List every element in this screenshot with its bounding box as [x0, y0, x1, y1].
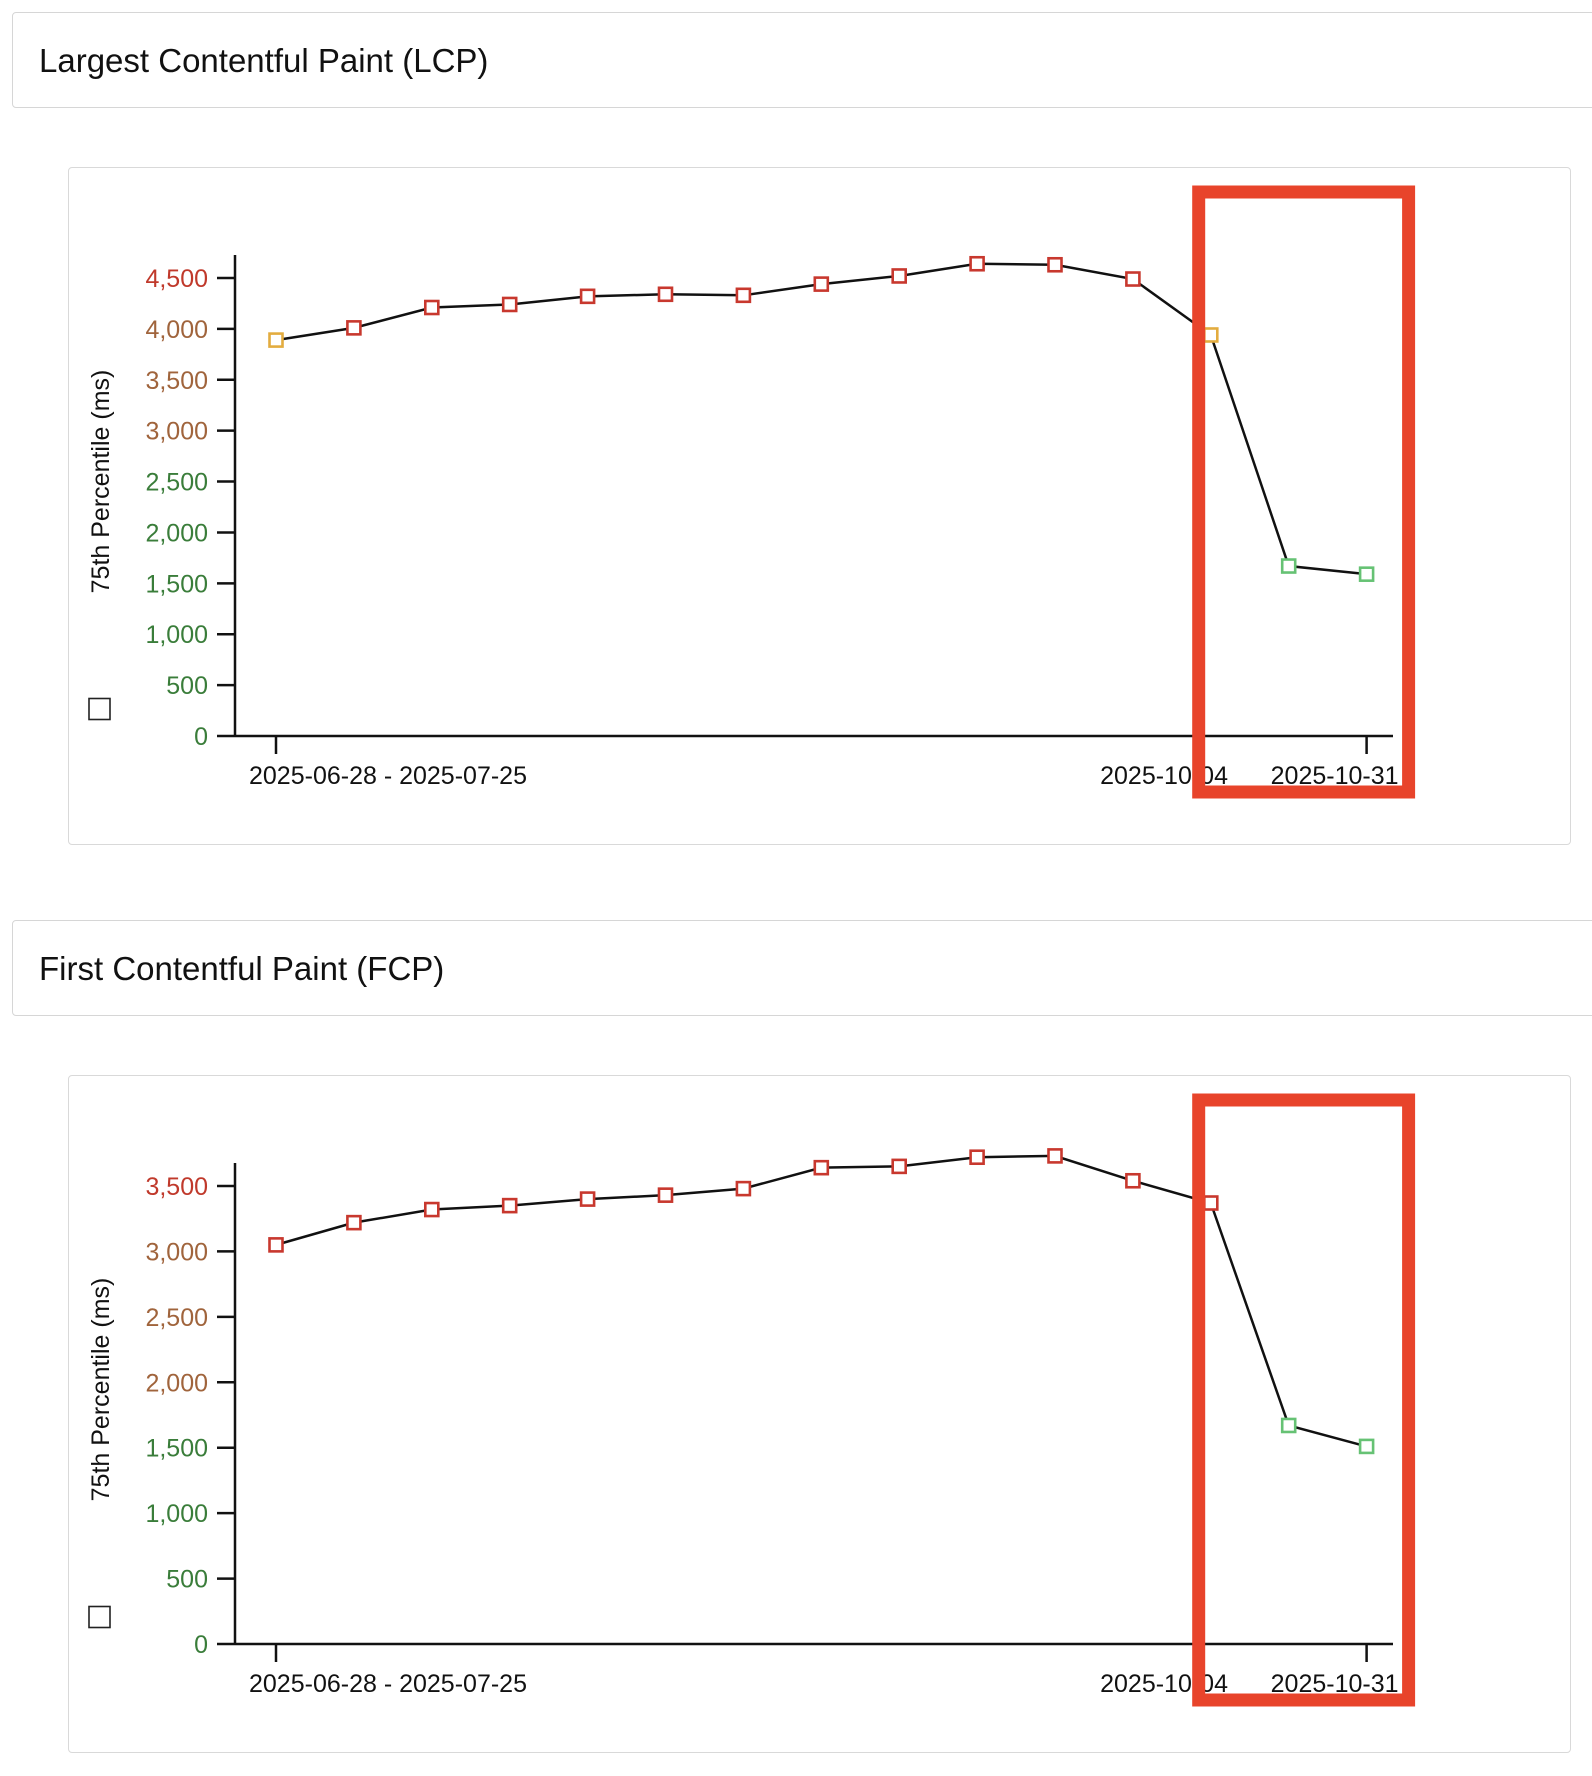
- fcp-data-point[interactable]: [1047, 1148, 1063, 1164]
- fcp-section-header: First Contentful Paint (FCP): [12, 920, 1592, 1016]
- lcp-y-axis-title: 75th Percentile (ms): [87, 370, 115, 594]
- lcp-y-axis-title-group: 75th Percentile (ms): [87, 370, 115, 721]
- lcp-data-point[interactable]: [423, 299, 440, 316]
- fcp-y-tick-label: 2,000: [145, 1369, 208, 1397]
- fcp-y-tick-label: 1,000: [145, 1500, 208, 1528]
- lcp-x-tick-label: 2025-10-31: [1271, 762, 1399, 790]
- fcp-data-point[interactable]: [969, 1149, 985, 1166]
- lcp-data-point[interactable]: [735, 287, 752, 304]
- fcp-legend-checkbox-icon[interactable]: [88, 1605, 111, 1629]
- fcp-data-point[interactable]: [579, 1191, 596, 1207]
- fcp-y-tick-label: 0: [194, 1631, 208, 1659]
- lcp-data-point[interactable]: [1280, 558, 1297, 574]
- fcp-chart-card: 0 500 1,000 1,500 2,000 2,500 3,000 3,500 75th P…: [68, 1075, 1571, 1753]
- lcp-data-point[interactable]: [813, 276, 830, 292]
- lcp-data-point[interactable]: [657, 286, 674, 303]
- fcp-data-point[interactable]: [268, 1237, 284, 1253]
- fcp-data-point[interactable]: [657, 1187, 674, 1203]
- fcp-data-point[interactable]: [423, 1201, 440, 1218]
- fcp-y-axis-title: 75th Percentile (ms): [87, 1278, 115, 1502]
- lcp-y-tick-label: 1,000: [145, 621, 208, 649]
- lcp-chart-card: 0 500 1,000 1,500 2,000 2,500 3,000 3,500 4,000 4…: [68, 167, 1571, 845]
- fcp-highlight-box: [1192, 1093, 1416, 1707]
- fcp-data-point[interactable]: [891, 1158, 908, 1175]
- lcp-data-point[interactable]: [1203, 327, 1219, 343]
- fcp-data-point[interactable]: [1125, 1172, 1141, 1189]
- fcp-data-point[interactable]: [1280, 1417, 1297, 1434]
- fcp-y-tick-label: 3,000: [145, 1238, 208, 1266]
- lcp-y-tick-label: 1,500: [145, 570, 208, 598]
- fcp-chart: 0 500 1,000 1,500 2,000 2,500 3,000 3,500 75th P…: [87, 1093, 1416, 1707]
- fcp-data-point[interactable]: [1203, 1195, 1219, 1211]
- lcp-y-tick-label: 2,500: [145, 469, 208, 497]
- lcp-y-tick-label: 3,500: [145, 367, 208, 395]
- fcp-y-tick-label: 2,500: [145, 1304, 208, 1332]
- lcp-y-tick-label: 0: [194, 723, 208, 751]
- fcp-x-tick-label: 2025-10-04: [1100, 1670, 1228, 1698]
- lcp-data-point[interactable]: [969, 255, 985, 272]
- fcp-y-tick-label: 1,500: [145, 1435, 208, 1463]
- lcp-y-tick-label: 3,000: [145, 418, 208, 446]
- lcp-data-point[interactable]: [501, 296, 518, 313]
- fcp-section-title: First Contentful Paint (FCP): [39, 950, 445, 987]
- lcp-x-tick-label: 2025-10-04: [1100, 762, 1228, 790]
- fcp-data-point[interactable]: [346, 1214, 362, 1231]
- lcp-highlight-box: [1192, 185, 1416, 799]
- lcp-data-point[interactable]: [268, 332, 284, 348]
- fcp-x-tick-label: 2025-10-31: [1271, 1670, 1399, 1698]
- lcp-chart: 0 500 1,000 1,500 2,000 2,500 3,000 3,500 4,000 4…: [87, 185, 1416, 799]
- fcp-y-tick-label: 3,500: [145, 1173, 208, 1201]
- lcp-data-point[interactable]: [891, 268, 908, 284]
- lcp-data-point[interactable]: [346, 320, 362, 336]
- lcp-y-tick-label: 2,000: [145, 519, 208, 547]
- fcp-y-axis-title-group: 75th Percentile (ms): [87, 1278, 115, 1629]
- lcp-section-title: Largest Contentful Paint (LCP): [39, 42, 489, 79]
- fcp-data-point[interactable]: [735, 1180, 752, 1197]
- lcp-data-point[interactable]: [1358, 566, 1375, 582]
- lcp-section-header: Largest Contentful Paint (LCP): [12, 12, 1592, 108]
- fcp-data-point[interactable]: [501, 1197, 518, 1214]
- fcp-data-point[interactable]: [813, 1159, 830, 1176]
- lcp-data-point[interactable]: [579, 288, 596, 305]
- lcp-data-point[interactable]: [1047, 256, 1063, 273]
- lcp-data-point[interactable]: [1125, 271, 1141, 287]
- fcp-y-tick-label: 500: [166, 1566, 208, 1594]
- fcp-x-tick-label: 2025-06-28 - 2025-07-25: [249, 1670, 527, 1698]
- lcp-x-tick-label: 2025-06-28 - 2025-07-25: [249, 762, 527, 790]
- lcp-y-tick-label: 4,000: [145, 316, 208, 344]
- lcp-legend-checkbox-icon[interactable]: [88, 697, 111, 721]
- fcp-data-point[interactable]: [1358, 1438, 1375, 1455]
- lcp-y-tick-label: 500: [166, 672, 208, 700]
- lcp-y-tick-label: 4,500: [145, 265, 208, 293]
